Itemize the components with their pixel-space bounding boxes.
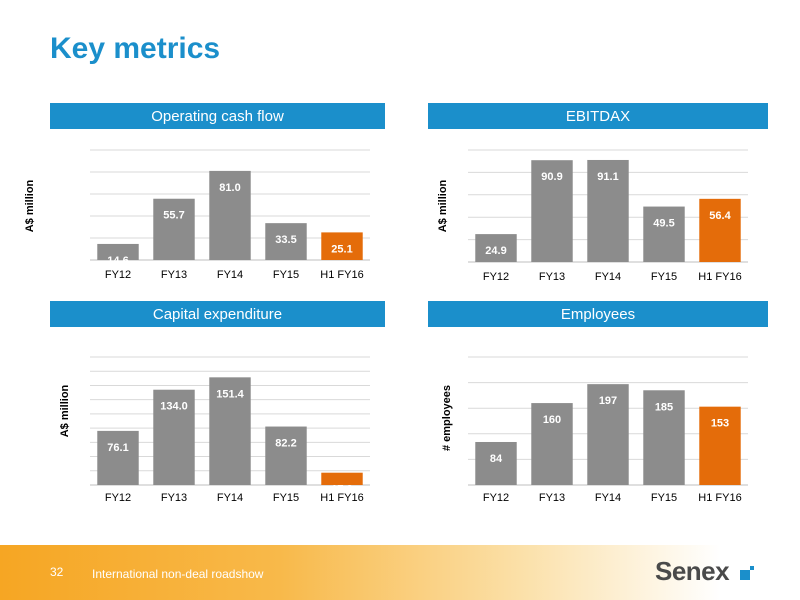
data-label: 56.4 bbox=[709, 210, 731, 222]
footer-text: International non-deal roadshow bbox=[92, 567, 264, 581]
bar-fy13 bbox=[153, 198, 195, 260]
data-label: 33.5 bbox=[275, 234, 296, 246]
x-tick-label: FY14 bbox=[595, 271, 621, 283]
bar-fy14 bbox=[587, 384, 629, 485]
data-label: 91.1 bbox=[597, 171, 618, 183]
bar-fy12 bbox=[475, 234, 517, 262]
x-tick-label: FY15 bbox=[651, 492, 677, 504]
bar-fy12 bbox=[97, 243, 139, 260]
bar-h1-fy16 bbox=[321, 232, 363, 260]
x-tick-label: FY12 bbox=[483, 271, 509, 283]
bar-h1-fy16 bbox=[699, 198, 741, 262]
x-tick-label: FY14 bbox=[217, 269, 243, 281]
data-label: 81.0 bbox=[219, 182, 240, 194]
data-label: 17.3 bbox=[331, 484, 352, 496]
bar-fy13 bbox=[531, 160, 573, 262]
data-label: 84 bbox=[490, 453, 503, 465]
y-axis-label-ebitdax: A$ million bbox=[437, 179, 449, 233]
data-label: 76.1 bbox=[107, 442, 128, 454]
data-label: 153 bbox=[711, 418, 729, 430]
data-label: 49.5 bbox=[653, 218, 674, 230]
bar-fy14 bbox=[209, 170, 251, 260]
data-label: 185 bbox=[655, 401, 673, 413]
y-axis-label-capital-expenditure: A$ million bbox=[59, 384, 71, 438]
x-tick-label: FY13 bbox=[539, 271, 565, 283]
data-label: 14.6 bbox=[107, 255, 128, 267]
x-tick-label: FY12 bbox=[105, 492, 131, 504]
bar-fy13 bbox=[531, 403, 573, 485]
chart-ebitdax: 24.9 FY12 90.9 FY13 91.1 FY14 49.5 FY15 56.4 H1 F… bbox=[468, 149, 748, 283]
x-tick-label: H1 FY16 bbox=[698, 271, 741, 283]
chart-title-operating-cash-flow: Operating cash flow bbox=[50, 103, 385, 129]
chart-title-ebitdax: EBITDAX bbox=[428, 103, 768, 129]
bar-fy15 bbox=[643, 390, 685, 485]
chart-capital-expenditure: 76.1 FY12 134.0 FY13 151.4 FY14 82.2 FY15 17.3H1… bbox=[90, 356, 370, 504]
data-label: 90.9 bbox=[541, 171, 562, 183]
x-tick-label: H1 FY16 bbox=[320, 492, 363, 504]
x-tick-label: FY13 bbox=[161, 492, 187, 504]
bar-fy12 bbox=[97, 430, 139, 485]
bar-fy15 bbox=[265, 223, 307, 260]
data-label: 82.2 bbox=[275, 438, 296, 450]
bar-fy14 bbox=[587, 159, 629, 262]
bar-fy13 bbox=[153, 389, 195, 485]
bar-fy12 bbox=[475, 441, 517, 485]
data-label: 134.0 bbox=[160, 401, 188, 413]
chart-operating-cash-flow: 14.6 FY12 55.7 FY13 81.0 FY14 33.5 FY15 25.1 H1 F… bbox=[90, 149, 370, 281]
x-tick-label: FY15 bbox=[651, 271, 677, 283]
chart-title-employees: Employees bbox=[428, 301, 768, 327]
x-tick-label: FY14 bbox=[217, 492, 243, 504]
chart-title-capital-expenditure: Capital expenditure bbox=[50, 301, 385, 327]
bar-fy15 bbox=[265, 426, 307, 485]
data-label: 151.4 bbox=[216, 388, 244, 400]
x-tick-label: FY14 bbox=[595, 492, 621, 504]
bar-fy14 bbox=[209, 377, 251, 485]
senex-logo-icon bbox=[740, 566, 754, 580]
chart-employees: 84 FY12 160 FY13 197 FY14 185 FY15 153 H1 FY16 bbox=[468, 356, 748, 504]
footer-bar bbox=[0, 545, 800, 600]
x-tick-label: FY12 bbox=[483, 492, 509, 504]
bar-h1-fy16 bbox=[321, 472, 363, 485]
y-axis-label-employees: # employees bbox=[441, 384, 453, 452]
data-label: 55.7 bbox=[163, 210, 184, 222]
data-label: 24.9 bbox=[485, 245, 506, 257]
x-tick-label: H1 FY16 bbox=[698, 492, 741, 504]
logo-text: Senex bbox=[655, 556, 730, 586]
x-tick-label: FY13 bbox=[539, 492, 565, 504]
x-tick-label: FY12 bbox=[105, 269, 131, 281]
y-axis-label-operating-cash-flow: A$ million bbox=[24, 179, 36, 233]
bar-h1-fy16 bbox=[699, 406, 741, 485]
data-label: 25.1 bbox=[331, 243, 352, 255]
page-title: Key metrics bbox=[50, 32, 221, 65]
x-tick-label: FY15 bbox=[273, 269, 299, 281]
x-tick-label: FY13 bbox=[161, 269, 187, 281]
x-tick-label: FY15 bbox=[273, 492, 299, 504]
data-label: 197 bbox=[599, 395, 617, 407]
data-label: 160 bbox=[543, 414, 561, 426]
page-number: 32 bbox=[50, 565, 64, 579]
bar-fy15 bbox=[643, 206, 685, 262]
x-tick-label: H1 FY16 bbox=[320, 269, 363, 281]
